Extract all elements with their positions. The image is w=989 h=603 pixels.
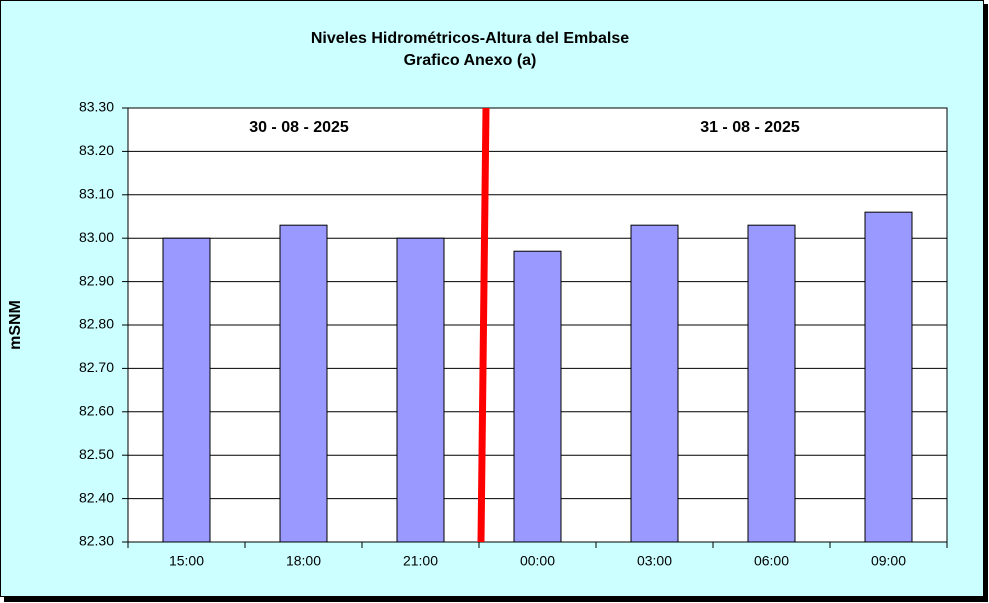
bar: [396, 237, 445, 543]
bar: [162, 237, 211, 543]
chart-title: Niveles Hidrométricos-Altura del Embalse: [311, 30, 629, 47]
y-tick-label: 82.30: [79, 533, 114, 549]
x-tick-label: 09:00: [871, 553, 906, 569]
day-divider: [477, 107, 490, 543]
y-tick-label: 83.00: [79, 229, 114, 245]
y-tick-label: 82.40: [79, 489, 114, 505]
annotation: 31 - 08 - 2025: [700, 119, 800, 136]
x-tick-label: 06:00: [754, 553, 789, 569]
bar: [279, 224, 328, 543]
x-tick-label: 18:00: [286, 553, 321, 569]
y-tick-label: 82.70: [79, 359, 114, 375]
x-tick-label: 15:00: [169, 553, 204, 569]
x-tick-label: 00:00: [520, 553, 555, 569]
x-tick-label: 03:00: [637, 553, 672, 569]
x-tick-label: 21:00: [403, 553, 438, 569]
chart-subtitle: Grafico Anexo (a): [404, 52, 537, 69]
y-tick-label: 83.10: [79, 186, 114, 202]
y-tick-label: 82.80: [79, 316, 114, 332]
bar: [747, 224, 796, 543]
y-axis-label: mSNM: [7, 300, 24, 350]
annotation: 30 - 08 - 2025: [249, 119, 349, 136]
y-tick-label: 83.30: [79, 99, 114, 115]
bar: [630, 224, 679, 543]
bar: [513, 250, 562, 543]
y-tick-label: 83.20: [79, 142, 114, 158]
y-tick-label: 82.90: [79, 272, 114, 288]
y-tick-label: 82.60: [79, 403, 114, 419]
y-tick-label: 82.50: [79, 446, 114, 462]
bar: [864, 211, 913, 543]
